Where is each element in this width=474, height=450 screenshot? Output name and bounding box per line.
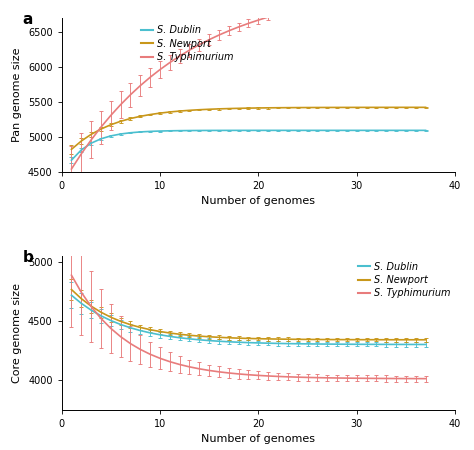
Text: b: b — [22, 250, 33, 265]
Y-axis label: Core genome size: Core genome size — [12, 283, 22, 383]
X-axis label: Number of genomes: Number of genomes — [201, 196, 315, 206]
Legend: S. Dublin, S. Newport, S. Typhimurium: S. Dublin, S. Newport, S. Typhimurium — [137, 21, 237, 66]
Legend: S. Dublin, S. Newport, S. Typhimurium: S. Dublin, S. Newport, S. Typhimurium — [354, 258, 454, 302]
Text: a: a — [22, 12, 33, 27]
Y-axis label: Pan genome size: Pan genome size — [12, 48, 22, 142]
X-axis label: Number of genomes: Number of genomes — [201, 434, 315, 444]
